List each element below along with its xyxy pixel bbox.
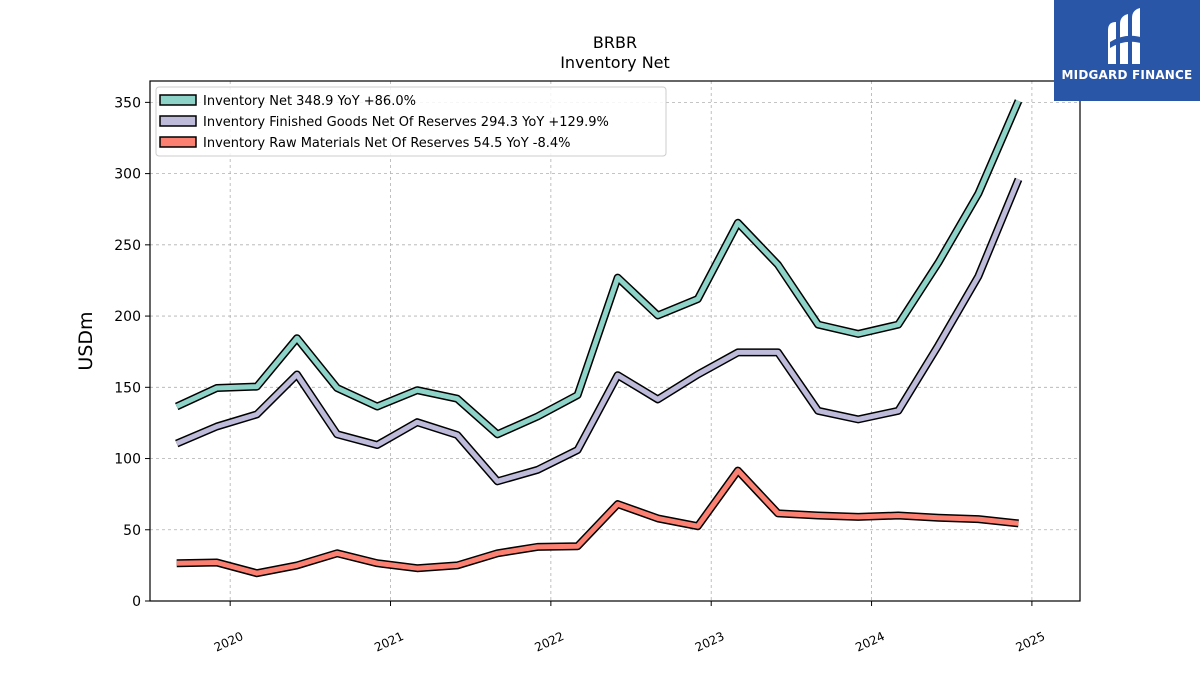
logo-mark-icon <box>1108 8 1144 64</box>
x-tick-label: 2023 <box>693 629 727 655</box>
y-tick-label: 350 <box>114 95 141 111</box>
series-line-inventory-raw-materials-net-of-reserves <box>176 468 1019 576</box>
chart-title: BRBR <box>593 33 637 52</box>
y-axis-label: USDm <box>75 311 97 370</box>
x-tick-label: 2024 <box>853 629 887 655</box>
legend-swatch <box>159 136 197 148</box>
series-line-inventory-finished-goods-net-of-reserves <box>175 178 1021 484</box>
y-tick-label: 150 <box>114 380 141 396</box>
legend-label: Inventory Net 348.9 YoY +86.0% <box>203 94 416 109</box>
chart-subtitle: Inventory Net <box>560 53 670 72</box>
legend: Inventory Net 348.9 YoY +86.0% Inventory … <box>155 86 667 157</box>
logo-text: MIDGARD FINANCE <box>1061 68 1193 82</box>
legend-box <box>155 86 667 157</box>
x-tick-label: 2025 <box>1014 629 1048 655</box>
y-tick-label: 100 <box>114 452 141 468</box>
y-tick-label: 0 <box>132 594 141 610</box>
x-tick-label: 2021 <box>372 629 406 655</box>
y-tick-label: 200 <box>114 309 141 325</box>
legend-label: Inventory Finished Goods Net Of Reserves… <box>203 115 609 130</box>
legend-swatch <box>159 115 197 127</box>
legend-label: Inventory Raw Materials Net Of Reserves … <box>203 136 571 151</box>
series-line-inventory-net <box>175 99 1021 437</box>
plot-frame <box>149 80 1081 602</box>
y-tick-label: 50 <box>123 523 141 539</box>
y-tick-label: 250 <box>114 238 141 254</box>
x-tick-label: 2020 <box>212 629 246 655</box>
legend-swatch <box>159 94 197 106</box>
y-tick-label: 300 <box>114 167 141 183</box>
midgard-finance-logo: MIDGARD FINANCE <box>1054 0 1200 101</box>
x-tick-label: 2022 <box>533 629 567 655</box>
series-lines <box>175 99 1023 578</box>
